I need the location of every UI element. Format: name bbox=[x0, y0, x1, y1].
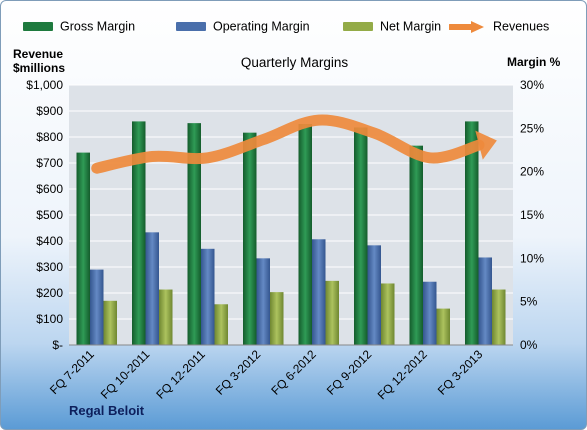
gross-margin-bar bbox=[187, 123, 201, 345]
operating-margin-bar bbox=[145, 232, 159, 345]
operating-margin-bar bbox=[201, 248, 215, 345]
gross-margin-bar bbox=[132, 121, 146, 346]
left-tick-label: $300 bbox=[36, 260, 63, 274]
left-tick-label: $200 bbox=[36, 286, 63, 300]
revenues-line bbox=[91, 114, 485, 174]
net-margin-bar bbox=[381, 283, 395, 345]
x-tick-label: FQ 10-2011 bbox=[98, 347, 153, 402]
operating-margin-bar bbox=[367, 245, 381, 345]
left-tick-label: $100 bbox=[36, 312, 63, 326]
legend-label-gross: Gross Margin bbox=[60, 19, 136, 34]
left-tick-label: $900 bbox=[36, 104, 63, 118]
legend-swatch-operating bbox=[176, 22, 206, 32]
x-tick-label: FQ 3-2012 bbox=[213, 347, 264, 398]
legend-swatch-gross bbox=[23, 22, 53, 32]
operating-margin-bar bbox=[312, 239, 326, 345]
legend-net-margin: Net Margin bbox=[343, 19, 441, 35]
revenues-point bbox=[372, 131, 376, 135]
operating-margin-bar bbox=[90, 269, 104, 345]
x-tick-label: FQ 9-2012 bbox=[324, 347, 375, 398]
left-tick-label: $1,000 bbox=[26, 78, 63, 92]
left-tick-label: $600 bbox=[36, 182, 63, 196]
gross-margin-bar bbox=[243, 132, 257, 345]
company-name: Regal Beloit bbox=[69, 403, 145, 418]
legend-arrow-icon bbox=[447, 20, 484, 33]
revenues-arrowhead bbox=[475, 130, 497, 160]
net-margin-bar bbox=[214, 304, 228, 345]
legend-revenues: Revenues bbox=[447, 19, 550, 35]
right-tick-label: 10% bbox=[520, 251, 544, 265]
legend-label-operating: Operating Margin bbox=[213, 19, 310, 34]
revenues-point bbox=[206, 156, 210, 160]
right-tick-label: 0% bbox=[520, 338, 538, 352]
net-margin-bar bbox=[436, 308, 450, 345]
chart-title: Quarterly Margins bbox=[240, 55, 349, 70]
left-axis-title: Revenue $millions bbox=[13, 47, 65, 75]
net-margin-bar bbox=[270, 292, 284, 345]
net-margin-bar bbox=[103, 300, 117, 345]
right-axis-title: Margin % bbox=[507, 55, 561, 69]
left-tick-label: $- bbox=[52, 338, 63, 352]
legend-operating-margin: Operating Margin bbox=[176, 19, 310, 35]
x-tick-label: FQ 3-2013 bbox=[435, 347, 486, 398]
gross-margin-bar bbox=[465, 121, 479, 346]
right-tick-label: 30% bbox=[520, 78, 544, 92]
left-tick-label: $400 bbox=[36, 234, 63, 248]
revenues-point bbox=[317, 118, 321, 122]
legend-label-net: Net Margin bbox=[380, 19, 442, 34]
net-margin-bar bbox=[325, 280, 339, 345]
net-margin-bar bbox=[159, 289, 173, 345]
x-tick-label: FQ 12-2012 bbox=[375, 347, 430, 402]
left-axis-title-line2: $millions bbox=[13, 61, 66, 75]
right-tick-label: 25% bbox=[520, 121, 544, 135]
operating-margin-bar bbox=[423, 281, 437, 345]
legend-label-revenues: Revenues bbox=[493, 19, 550, 34]
x-tick-label: FQ 6-2012 bbox=[268, 347, 319, 398]
revenues-point bbox=[95, 166, 99, 170]
right-tick-label: 5% bbox=[520, 295, 538, 309]
left-axis-title-line1: Revenue bbox=[13, 47, 64, 61]
revenues-point bbox=[428, 156, 432, 160]
gross-margin-bar bbox=[409, 145, 423, 345]
operating-margin-bar bbox=[256, 258, 270, 345]
legend: Gross Margin Operating Margin Net Margin… bbox=[1, 15, 586, 39]
revenues-point bbox=[150, 155, 154, 159]
gross-margin-bar bbox=[76, 152, 90, 345]
gross-margin-bar bbox=[298, 124, 312, 345]
x-tick-label: FQ 12-2011 bbox=[153, 347, 208, 402]
gross-margin-bar bbox=[354, 127, 368, 345]
left-tick-label: $700 bbox=[36, 156, 63, 170]
right-tick-label: 15% bbox=[520, 208, 544, 222]
net-margin-bar bbox=[492, 289, 506, 345]
revenues-point bbox=[261, 138, 265, 142]
right-tick-label: 20% bbox=[520, 165, 544, 179]
legend-gross-margin: Gross Margin bbox=[23, 19, 135, 35]
operating-margin-bar bbox=[478, 257, 492, 345]
x-tick-label: FQ 7-2011 bbox=[47, 347, 97, 397]
legend-swatch-net bbox=[343, 22, 373, 32]
left-tick-label: $800 bbox=[36, 130, 63, 144]
left-tick-label: $500 bbox=[36, 208, 63, 222]
